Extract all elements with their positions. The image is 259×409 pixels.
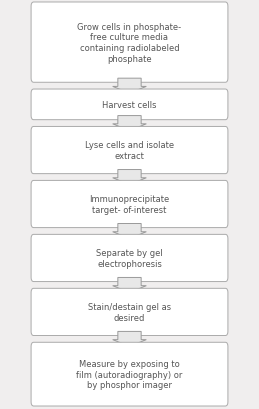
Text: Lyse cells and isolate
extract: Lyse cells and isolate extract [85,141,174,160]
Text: Harvest cells: Harvest cells [102,101,157,110]
FancyBboxPatch shape [31,127,228,174]
FancyBboxPatch shape [31,90,228,120]
Polygon shape [113,170,146,185]
Text: Separate by gel
electrophoresis: Separate by gel electrophoresis [96,249,163,268]
Text: Measure by exposing to
film (autoradiography) or
by phosphor imager: Measure by exposing to film (autoradiogr… [76,359,183,389]
Polygon shape [113,116,146,131]
Text: Grow cells in phosphate-
free culture media
containing radiolabeled
phosphate: Grow cells in phosphate- free culture me… [77,22,182,63]
FancyBboxPatch shape [31,235,228,282]
Text: Immunoprecipitate
target- of-interest: Immunoprecipitate target- of-interest [89,195,170,214]
Polygon shape [113,79,146,94]
Polygon shape [113,332,146,346]
Text: Stain/destain gel as
desired: Stain/destain gel as desired [88,302,171,322]
Polygon shape [113,278,146,293]
FancyBboxPatch shape [31,289,228,336]
FancyBboxPatch shape [31,3,228,83]
Polygon shape [113,224,146,239]
FancyBboxPatch shape [31,181,228,228]
FancyBboxPatch shape [31,342,228,406]
